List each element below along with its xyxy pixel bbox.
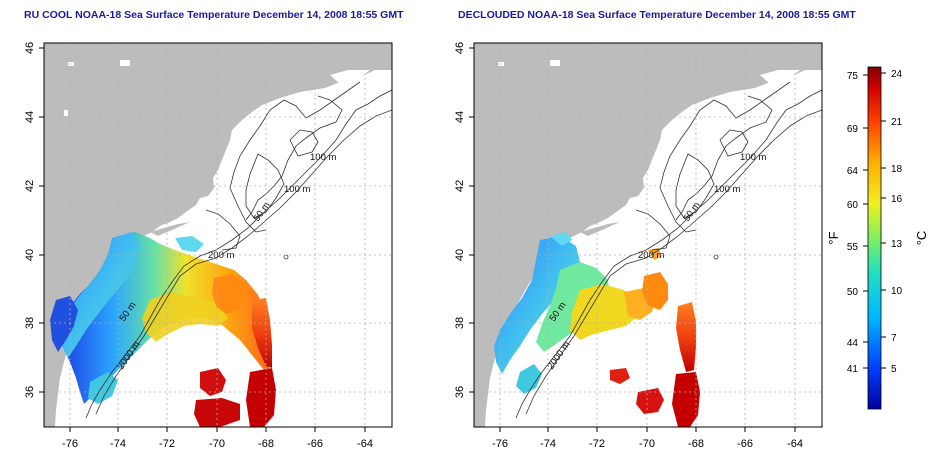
x-tick-label: -72 [159, 438, 175, 450]
celsius-tick-label: 16 [891, 194, 903, 205]
celsius-tick-label: 13 [891, 239, 903, 250]
x-tick-label: -66 [737, 438, 753, 450]
y-tick-label: 42 [454, 180, 466, 192]
celsius-tick-label: 7 [891, 333, 897, 344]
fahrenheit-unit-label: °F [826, 231, 841, 244]
contour-label: 100 m [714, 184, 740, 195]
fahrenheit-tick-label: 41 [847, 364, 859, 375]
y-tick-label: 40 [24, 249, 36, 261]
fahrenheit-ticks [863, 74, 868, 369]
land-mass [474, 43, 822, 427]
sst-field [494, 232, 700, 427]
sst-field [50, 232, 276, 427]
fahrenheit-tick-label: 69 [847, 124, 859, 135]
land-mass [44, 43, 392, 427]
y-tick-label: 46 [454, 42, 466, 54]
y-tick-label: 36 [24, 386, 36, 398]
contour-label: 100 m [310, 152, 336, 163]
y-tick-label: 42 [24, 180, 36, 192]
x-tick-label: -74 [540, 438, 556, 450]
right-panel-title: DECLOUDED NOAA-18 Sea Surface Temperatur… [458, 9, 856, 21]
celsius-tick-label: 21 [891, 117, 903, 128]
fahrenheit-tick-label: 44 [847, 338, 859, 349]
fahrenheit-tick-label: 75 [847, 71, 859, 82]
x-tick-label: -70 [639, 438, 655, 450]
celsius-tick-label: 24 [891, 69, 903, 80]
celsius-ticks [881, 72, 886, 369]
fahrenheit-tick-label: 55 [847, 242, 859, 253]
y-tick-label: 38 [454, 317, 466, 329]
x-tick-label: -64 [787, 438, 803, 450]
y-tick-label: 46 [24, 42, 36, 54]
contour-label: 100 m [284, 184, 310, 195]
color-scale-bar: 75 69 64 60 55 50 44 41 24 21 18 16 13 1… [826, 66, 929, 410]
fahrenheit-tick-label: 60 [847, 200, 859, 211]
fahrenheit-tick-label: 50 [847, 287, 859, 298]
bathymetry-contours [515, 81, 822, 419]
y-tick-label: 38 [24, 317, 36, 329]
y-tick-label: 36 [454, 386, 466, 398]
x-tick-labels: -76 -74 -72 -70 -68 -66 -64 [62, 438, 373, 450]
x-tick-labels: -76 -74 -72 -70 -68 -66 -64 [492, 438, 803, 450]
right-map: 100 m 100 m 50 m 200 m 50 m 2000 m [454, 42, 823, 450]
left-map: 100 m 100 m 50 m 200 m 50 m 2000 m [24, 42, 393, 450]
contour-label: 50 m [681, 200, 702, 224]
left-panel-title: RU COOL NOAA-18 Sea Surface Temperature … [24, 9, 404, 21]
colorbar-gradient [867, 66, 882, 410]
celsius-tick-label: 10 [891, 286, 903, 297]
contour-label: 100 m [740, 152, 766, 163]
celsius-labels: 24 21 18 16 13 10 7 5 [891, 69, 903, 375]
x-tick-label: -68 [258, 438, 274, 450]
celsius-tick-label: 5 [891, 364, 897, 375]
x-tick-label: -76 [492, 438, 508, 450]
bathymetry-contours [85, 81, 392, 419]
y-tick-label: 44 [454, 111, 466, 123]
fahrenheit-tick-label: 64 [847, 166, 859, 177]
x-tick-label: -64 [357, 438, 373, 450]
plot-frame [43, 42, 393, 428]
x-tick-label: -72 [589, 438, 605, 450]
x-tick-label: -70 [209, 438, 225, 450]
long-island [150, 222, 190, 236]
x-tick-label: -68 [688, 438, 704, 450]
grid-lines [44, 43, 392, 427]
y-tick-label: 40 [454, 249, 466, 261]
plot-frame [473, 42, 823, 428]
axis-ticks [39, 47, 366, 432]
contour-label: 200 m [638, 250, 664, 261]
contour-label: 50 m [251, 200, 272, 224]
contour-label: 200 m [208, 250, 234, 261]
x-tick-label: -74 [110, 438, 126, 450]
x-tick-label: -66 [307, 438, 323, 450]
y-tick-label: 44 [24, 111, 36, 123]
grid-lines [474, 43, 822, 427]
fahrenheit-labels: 75 69 64 60 55 50 44 41 [847, 71, 859, 375]
axis-ticks [469, 47, 796, 432]
y-tick-labels: 46 44 42 40 38 36 [454, 42, 466, 398]
x-tick-label: -76 [62, 438, 78, 450]
long-island [580, 222, 620, 236]
celsius-tick-label: 18 [891, 164, 903, 175]
celsius-unit-label: °C [914, 231, 929, 246]
y-tick-labels: 46 44 42 40 38 36 [24, 42, 36, 398]
